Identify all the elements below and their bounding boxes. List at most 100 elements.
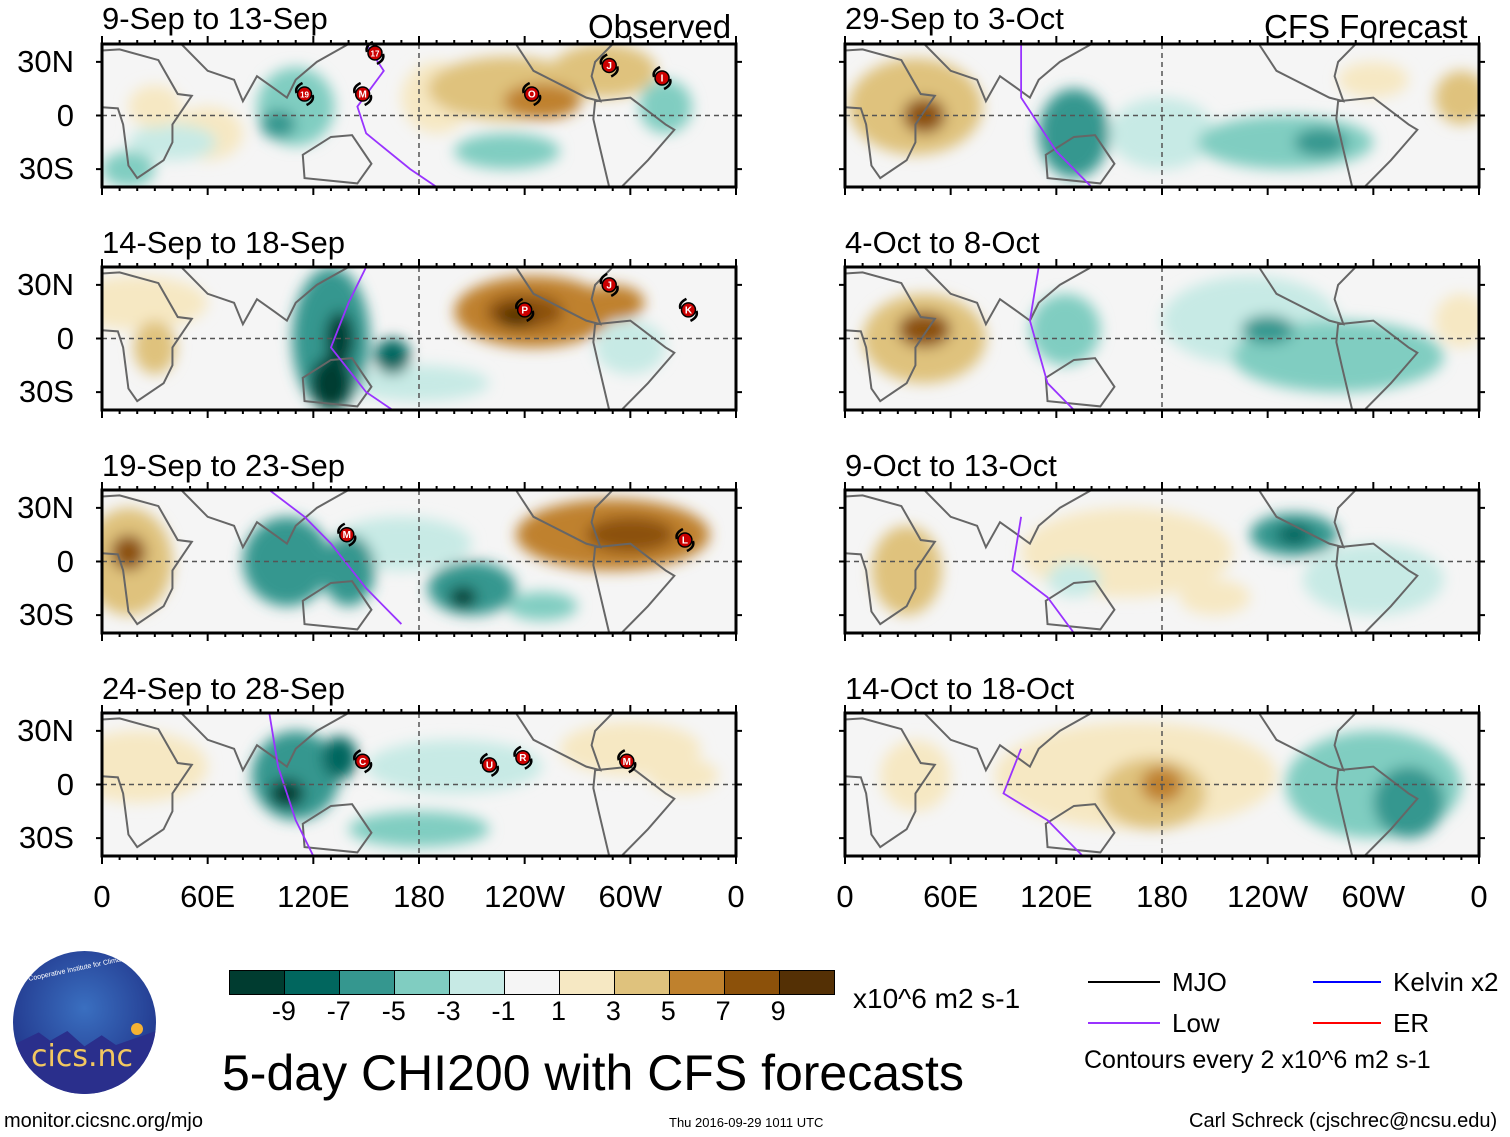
footer-author: Carl Schreck (cjschrec@ncsu.edu): [1189, 1110, 1498, 1132]
colorbar-tick: 5: [660, 996, 676, 1026]
colorbar-tick: -3: [436, 996, 461, 1026]
mjo-contour: [329, 267, 394, 410]
storm-label: P: [521, 305, 528, 316]
storm-icon: [515, 297, 535, 323]
anomaly-region: [322, 736, 358, 780]
colorbar-swatch: [505, 971, 560, 994]
map-panel: [839, 259, 1485, 418]
anomaly-region: [586, 516, 675, 553]
map-panel: C UR M: [96, 705, 742, 864]
storm-icon: [294, 81, 315, 107]
anomaly-region: [348, 365, 490, 402]
storm-marker: U: [479, 752, 500, 777]
panel-title: 29-Sep to 3-Oct: [845, 1, 1064, 36]
lon-label: 120W: [484, 879, 566, 914]
panel-title: 14-Oct to 18-Oct: [845, 671, 1075, 706]
anomaly-region: [1373, 766, 1444, 839]
lon-label: 60W: [598, 879, 663, 914]
lat-label: 30S: [18, 374, 74, 410]
anomaly-region: [133, 320, 176, 375]
panel-title: 9-Oct to 13-Oct: [845, 448, 1057, 483]
coastline: [845, 494, 937, 626]
colorbar-tick: -7: [326, 996, 351, 1026]
storm-icon: [365, 40, 385, 66]
anomaly-region: [374, 338, 411, 375]
legend-swatch-mjo: [1088, 981, 1160, 983]
anomaly-region: [1302, 543, 1444, 616]
colorbar-swatch: [560, 971, 615, 994]
coastline: [1257, 490, 1358, 549]
anomaly-region: [1038, 88, 1110, 179]
legend-swatch-er: [1313, 1022, 1381, 1024]
coastline: [1044, 134, 1116, 185]
coastline: [179, 44, 351, 104]
anomaly-region: [427, 561, 516, 616]
anomaly-region: [595, 320, 666, 375]
storm-marker: O: [522, 81, 542, 107]
figure-title: 5-day CHI200 with CFS forecasts: [222, 1045, 964, 1101]
anomaly-region: [1434, 293, 1479, 348]
logo-sun: [131, 1023, 143, 1035]
lon-label: 0: [1470, 879, 1488, 914]
colorbar-tick: -1: [491, 996, 516, 1026]
anomaly-region: [102, 151, 155, 187]
storm-icon: [599, 272, 619, 297]
coastline: [514, 713, 615, 772]
legend-swatch-kelvin: [1313, 981, 1381, 983]
coastline: [1044, 580, 1116, 631]
mjo-contour: [1011, 516, 1075, 633]
storm-icon: [675, 527, 695, 553]
storm-icon: [522, 81, 542, 107]
lat-label: 30N: [17, 489, 74, 525]
storm-label: L: [682, 536, 688, 547]
storm-icon: [652, 65, 672, 91]
coastline: [845, 48, 937, 180]
anomaly-region: [1029, 293, 1101, 366]
coastline: [102, 494, 194, 626]
coastline: [1257, 44, 1358, 103]
anomaly-region: [366, 739, 543, 794]
storm-marker: M: [617, 749, 637, 774]
coastline: [1335, 319, 1419, 410]
anomaly-region: [102, 730, 208, 803]
colorbar-tick: 7: [715, 996, 731, 1026]
storm-label: C: [359, 757, 366, 768]
storm-label: M: [358, 90, 366, 101]
storm-marker: R: [513, 745, 533, 770]
colorbar-swatch: [615, 971, 670, 994]
coastline: [1335, 542, 1419, 633]
coastline: [845, 717, 937, 849]
anomaly-region: [1434, 70, 1479, 125]
cics-logo: cics.nc Cooperative Institute for Climat…: [13, 951, 156, 1094]
forecast-header: CFS Forecast: [1264, 8, 1468, 45]
storm-marker: 17: [365, 40, 385, 66]
coastline: [1257, 713, 1358, 772]
colorbar-swatch: [395, 971, 450, 994]
colorbar-swatch: [285, 971, 340, 994]
panel-title: 9-Sep to 13-Sep: [102, 1, 328, 36]
anomaly-region: [507, 591, 578, 621]
anomaly-region: [448, 586, 478, 608]
coastline: [301, 134, 373, 185]
anomaly-region: [1338, 61, 1409, 98]
map-panel: [839, 482, 1485, 641]
panel-title: 24-Sep to 28-Sep: [102, 671, 346, 706]
map-panel: [839, 705, 1485, 864]
legend-label-kelvin: Kelvin x2: [1393, 967, 1499, 997]
lat-label: 30S: [18, 151, 74, 187]
mjo-contour: [1002, 748, 1084, 856]
anomaly-region: [1294, 128, 1347, 157]
observed-header: Observed: [588, 8, 732, 45]
contour-note: Contours every 2 x10^6 m2 s-1: [1084, 1046, 1431, 1074]
storm-marker: J: [599, 272, 619, 297]
storm-marker: C: [353, 749, 373, 774]
lon-label: 60E: [923, 879, 979, 914]
coastline: [1335, 96, 1419, 187]
lat-label: 30N: [17, 266, 74, 302]
coastline: [301, 803, 373, 854]
footer-url[interactable]: monitor.cicsnc.org/mjo: [4, 1110, 203, 1132]
map-panel: 17 19 M O J I: [96, 36, 742, 195]
lon-label: 180: [1136, 879, 1188, 914]
colorbar-swatch: [670, 971, 725, 994]
